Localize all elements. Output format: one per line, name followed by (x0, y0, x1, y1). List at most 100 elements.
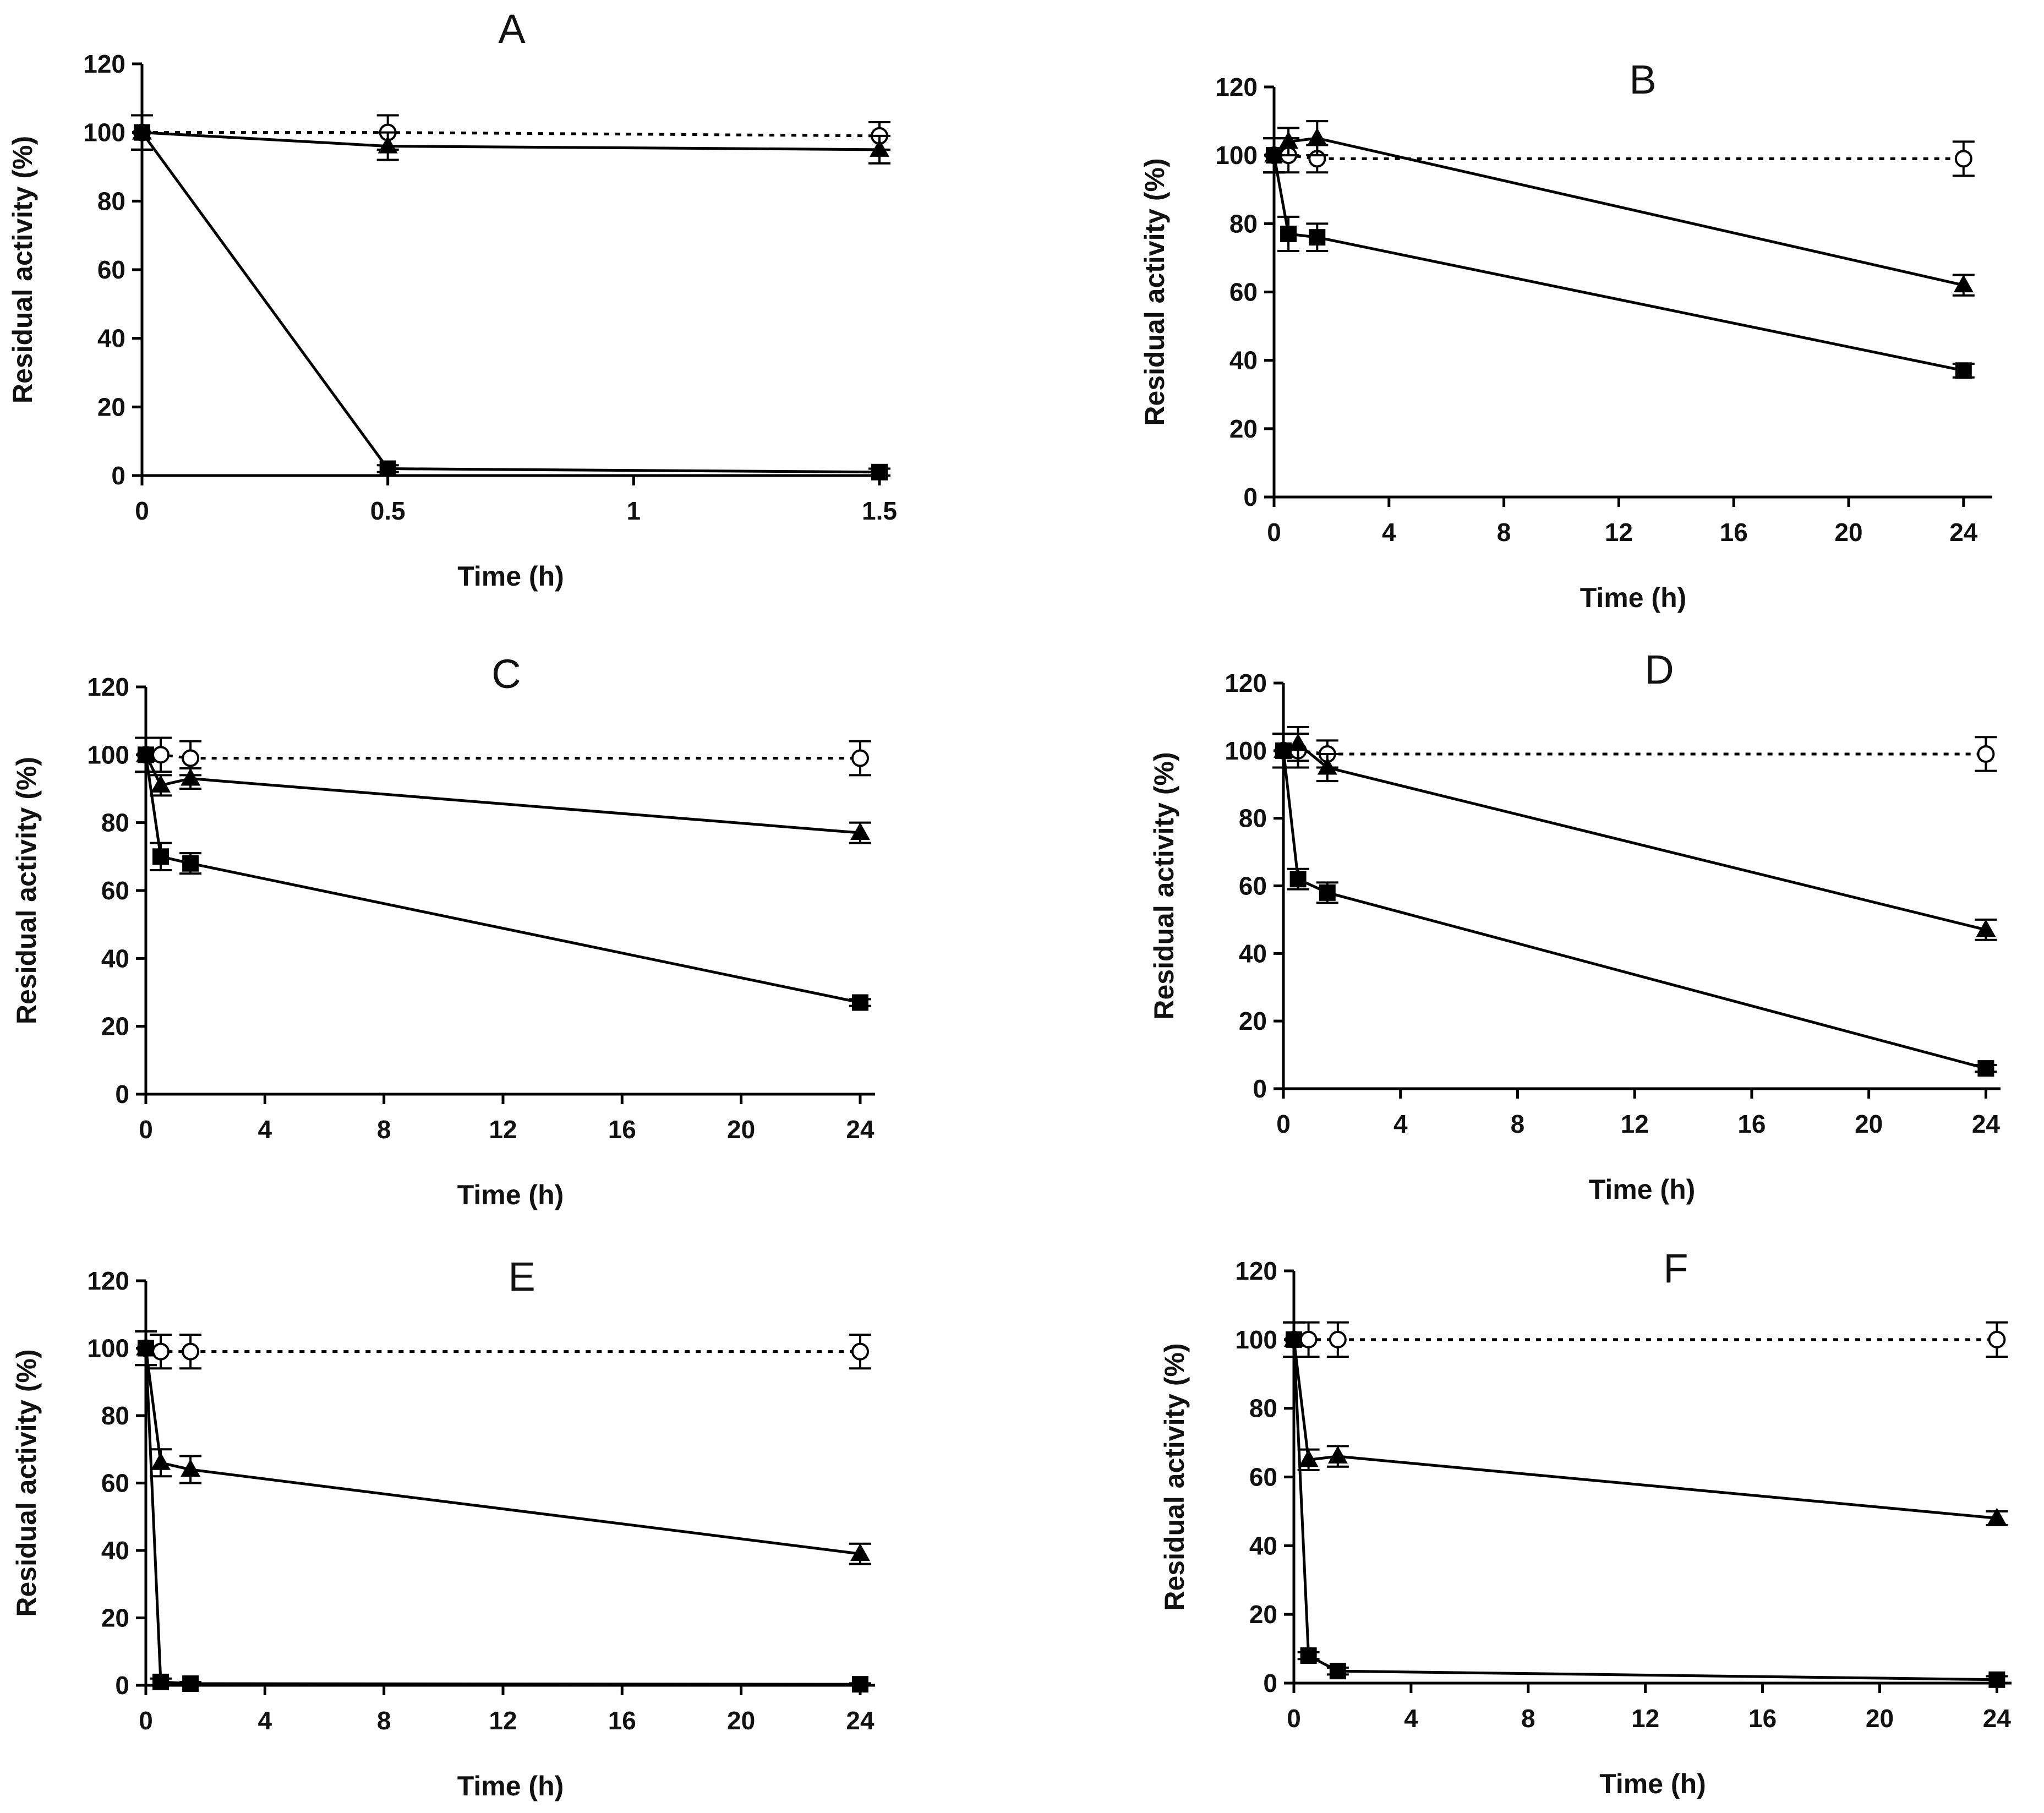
data-point-square (1286, 1331, 1302, 1348)
x-tick-label: 16 (1720, 518, 1748, 547)
y-tick-label: 60 (101, 1469, 129, 1498)
series-filled-triangle (1283, 1321, 2008, 1526)
series-line (144, 1348, 860, 1686)
x-tick-label: 8 (1511, 1110, 1525, 1138)
data-point-square (379, 460, 396, 477)
x-tick-label: 24 (846, 1706, 875, 1735)
y-tick-label: 120 (1215, 73, 1258, 101)
series-filled-square (131, 114, 890, 480)
data-point-triangle (1288, 733, 1308, 751)
data-point-circle (152, 1342, 170, 1361)
data-point-square (152, 1673, 170, 1690)
y-axis-label: Residual activity (%) (11, 1349, 42, 1617)
panel-a: A 0 20 40 60 80 100 120 0 0.5 1 1.5 Time (h) Residual… (7, 6, 897, 592)
data-point-square (851, 994, 868, 1011)
data-point-circle (152, 746, 170, 764)
x-tick-label: 16 (1748, 1704, 1777, 1733)
data-point-square (1309, 229, 1326, 246)
data-point-square (182, 1675, 199, 1692)
series-line (144, 1348, 861, 1555)
data-point-circle (1954, 150, 1972, 168)
data-point-triangle (1327, 1446, 1348, 1464)
x-axis-label: Time (h) (1580, 582, 1687, 613)
y-tick-label: 20 (97, 392, 125, 421)
data-point-square (1988, 1671, 2005, 1688)
series-open-circle (1283, 1321, 2008, 1358)
x-tick-label: 0 (1287, 1704, 1301, 1733)
y-tick-label: 20 (1229, 414, 1258, 443)
data-point-square (871, 463, 888, 480)
x-tick-label: 20 (1866, 1704, 1894, 1733)
y-tick-label: 20 (101, 1012, 129, 1041)
data-point-square (851, 1676, 868, 1693)
y-tick-label: 40 (1229, 346, 1258, 375)
y-axis-label: Residual activity (%) (11, 757, 42, 1024)
panel-e: E 0 20 40 60 80 100 120 0 4 8 12 16 20 24 Time (h) Resid… (11, 1254, 875, 1801)
data-point-triangle (1953, 275, 1974, 293)
y-tick-label: 0 (1243, 483, 1258, 511)
y-tick-label: 20 (1249, 1600, 1277, 1629)
series-filled-square (1272, 733, 1997, 1077)
data-point-circle (1988, 1330, 2006, 1348)
x-tick-label: 8 (377, 1115, 391, 1144)
y-tick-label: 120 (87, 1266, 129, 1295)
series-open-circle (131, 114, 890, 151)
series-line (1292, 1339, 1997, 1520)
series-open-circle (135, 736, 871, 777)
data-point-square (1280, 225, 1297, 242)
x-tick-label: 24 (846, 1115, 875, 1144)
y-tick-label: 60 (1239, 872, 1267, 900)
x-axis-label: Time (h) (1599, 1768, 1706, 1799)
series-line (1283, 749, 1986, 756)
data-point-circle (1977, 745, 1995, 763)
x-tick-label: 12 (1621, 1110, 1649, 1138)
series-line (140, 132, 880, 474)
data-point-triangle (1317, 757, 1337, 775)
data-point-circle (1329, 1330, 1347, 1348)
panel-d: D 0 20 40 60 80 100 120 0 4 8 12 16 20 24 Time (h) Resid… (1149, 647, 2001, 1205)
x-tick-label: 20 (1855, 1110, 1883, 1138)
x-tick-label: 12 (1605, 518, 1633, 547)
x-tick-label: 0.5 (370, 496, 406, 525)
x-tick-label: 0 (1267, 518, 1281, 547)
y-tick-label: 80 (97, 187, 125, 215)
x-tick-label: 4 (258, 1115, 272, 1144)
panel-c: C 0 20 40 60 80 100 120 0 4 8 12 16 20 24 Time (h) Resid… (11, 651, 875, 1210)
series-filled-triangle (1263, 120, 1975, 297)
y-tick-label: 20 (101, 1604, 129, 1632)
series-line (141, 131, 880, 151)
data-point-square (152, 848, 170, 865)
data-point-triangle (181, 768, 201, 786)
y-tick-label: 100 (87, 1334, 129, 1363)
x-axis-label: Time (h) (457, 561, 564, 592)
data-point-triangle (181, 1459, 201, 1477)
data-point-square (138, 1340, 154, 1357)
series-open-circle (1272, 733, 1997, 772)
x-tick-label: 0 (139, 1115, 153, 1144)
series-line (1272, 155, 1964, 372)
data-point-triangle (1278, 131, 1299, 149)
series-filled-square (1263, 137, 1975, 379)
series-line (145, 1347, 860, 1353)
x-tick-label: 12 (489, 1706, 517, 1735)
data-point-triangle (151, 774, 171, 793)
y-tick-label: 120 (1225, 669, 1267, 697)
series-line (144, 754, 861, 1004)
data-point-square (1275, 742, 1292, 759)
x-tick-label: 12 (489, 1115, 517, 1144)
y-tick-label: 100 (83, 118, 125, 147)
x-tick-label: 8 (1521, 1704, 1535, 1733)
y-axis-label: Residual activity (%) (1139, 158, 1170, 425)
data-point-circle (851, 1342, 869, 1361)
x-tick-label: 1 (627, 496, 641, 525)
x-tick-label: 16 (608, 1115, 636, 1144)
data-point-triangle (850, 822, 870, 840)
x-tick-label: 20 (727, 1115, 755, 1144)
series-filled-square (135, 1330, 871, 1693)
x-tick-label: 16 (1737, 1110, 1766, 1138)
data-point-triangle (1976, 919, 1996, 937)
y-axis-label: Residual activity (%) (7, 136, 38, 403)
x-tick-label: 20 (727, 1706, 755, 1735)
panel-letter: D (1644, 647, 1674, 692)
